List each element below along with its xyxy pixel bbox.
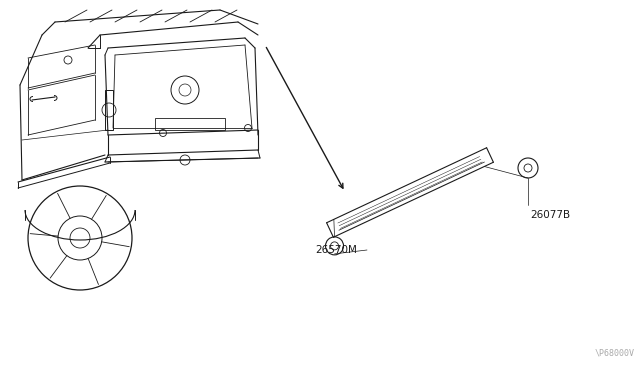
FancyBboxPatch shape [155,118,225,130]
Text: \P68000V: \P68000V [595,349,635,358]
Text: 26077B: 26077B [530,210,570,220]
Text: 26570M: 26570M [315,245,357,255]
